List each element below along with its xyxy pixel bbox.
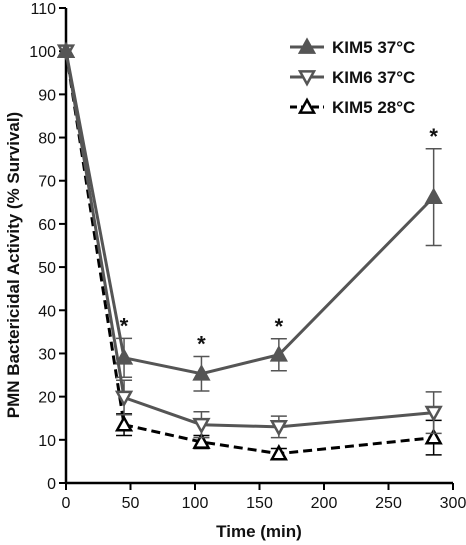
data-point-1-1 <box>114 390 134 408</box>
y-tick-label-3: 30 <box>38 346 56 363</box>
series-0 <box>56 41 443 392</box>
x-tick-label-1: 50 <box>122 495 140 512</box>
data-point-2-3 <box>269 444 288 461</box>
legend-item-2: KIM5 28°C <box>290 97 415 117</box>
data-point-0-4 <box>424 187 443 204</box>
series-1 <box>56 44 443 439</box>
y-tick-label-10: 100 <box>29 44 56 61</box>
x-tick-label-3: 150 <box>246 495 273 512</box>
significance-marker-2: * <box>275 314 284 339</box>
legend-label-1: KIM6 37°C <box>332 68 415 87</box>
axes: 0 10 20 30 40 50 60 70 80 90 100 110 0 50 100 150 200 250… <box>29 1 466 512</box>
y-tick-label-8: 80 <box>38 131 56 148</box>
data-point-0-1 <box>114 348 134 365</box>
data-point-1-4 <box>424 405 443 423</box>
x-tick-label-4: 200 <box>311 495 338 512</box>
y-tick-label-4: 40 <box>38 303 56 320</box>
x-tick-label-6: 300 <box>440 495 466 512</box>
legend-label-0: KIM5 37°C <box>332 38 415 57</box>
y-tick-label-0: 0 <box>47 476 56 493</box>
y-tick-label-9: 90 <box>38 87 56 104</box>
x-tick-label-2: 100 <box>182 495 209 512</box>
legend-marker-2 <box>297 97 317 114</box>
y-tick-label-6: 60 <box>38 217 56 234</box>
data-point-0-3 <box>269 345 288 362</box>
y-tick-label-7: 70 <box>38 174 56 191</box>
x-axis-title: Time (min) <box>216 522 302 541</box>
x-tick-label-0: 0 <box>62 495 71 512</box>
significance-marker-3: * <box>429 124 438 149</box>
legend-marker-0 <box>297 37 317 54</box>
legend-item-1: KIM6 37°C <box>290 68 415 87</box>
significance-marker-0: * <box>120 313 129 338</box>
legend-marker-1 <box>297 70 317 87</box>
legend: KIM5 37°C KIM6 37°C KIM5 28°C <box>290 37 415 117</box>
y-tick-label-1: 10 <box>38 433 56 450</box>
data-point-1-2 <box>192 417 211 435</box>
significance-marker-1: * <box>197 331 206 356</box>
data-point-2-4 <box>424 428 443 445</box>
series-line-2 <box>64 50 434 456</box>
data-point-2-2 <box>192 432 211 449</box>
y-axis-title: PMN Bactericidal Activity (% Survival) <box>4 112 23 418</box>
data-point-0-0 <box>56 41 76 59</box>
data-point-0-2 <box>192 364 211 381</box>
legend-label-2: KIM5 28°C <box>332 98 415 117</box>
legend-item-0: KIM5 37°C <box>290 37 415 57</box>
data-point-1-3 <box>269 420 288 437</box>
y-tick-label-5: 50 <box>38 260 56 277</box>
y-tick-label-2: 20 <box>38 390 56 407</box>
y-tick-label-11: 110 <box>30 1 56 18</box>
plot-area: * * * * <box>56 41 443 461</box>
data-point-2-1 <box>114 415 134 432</box>
x-tick-label-5: 250 <box>375 495 402 512</box>
